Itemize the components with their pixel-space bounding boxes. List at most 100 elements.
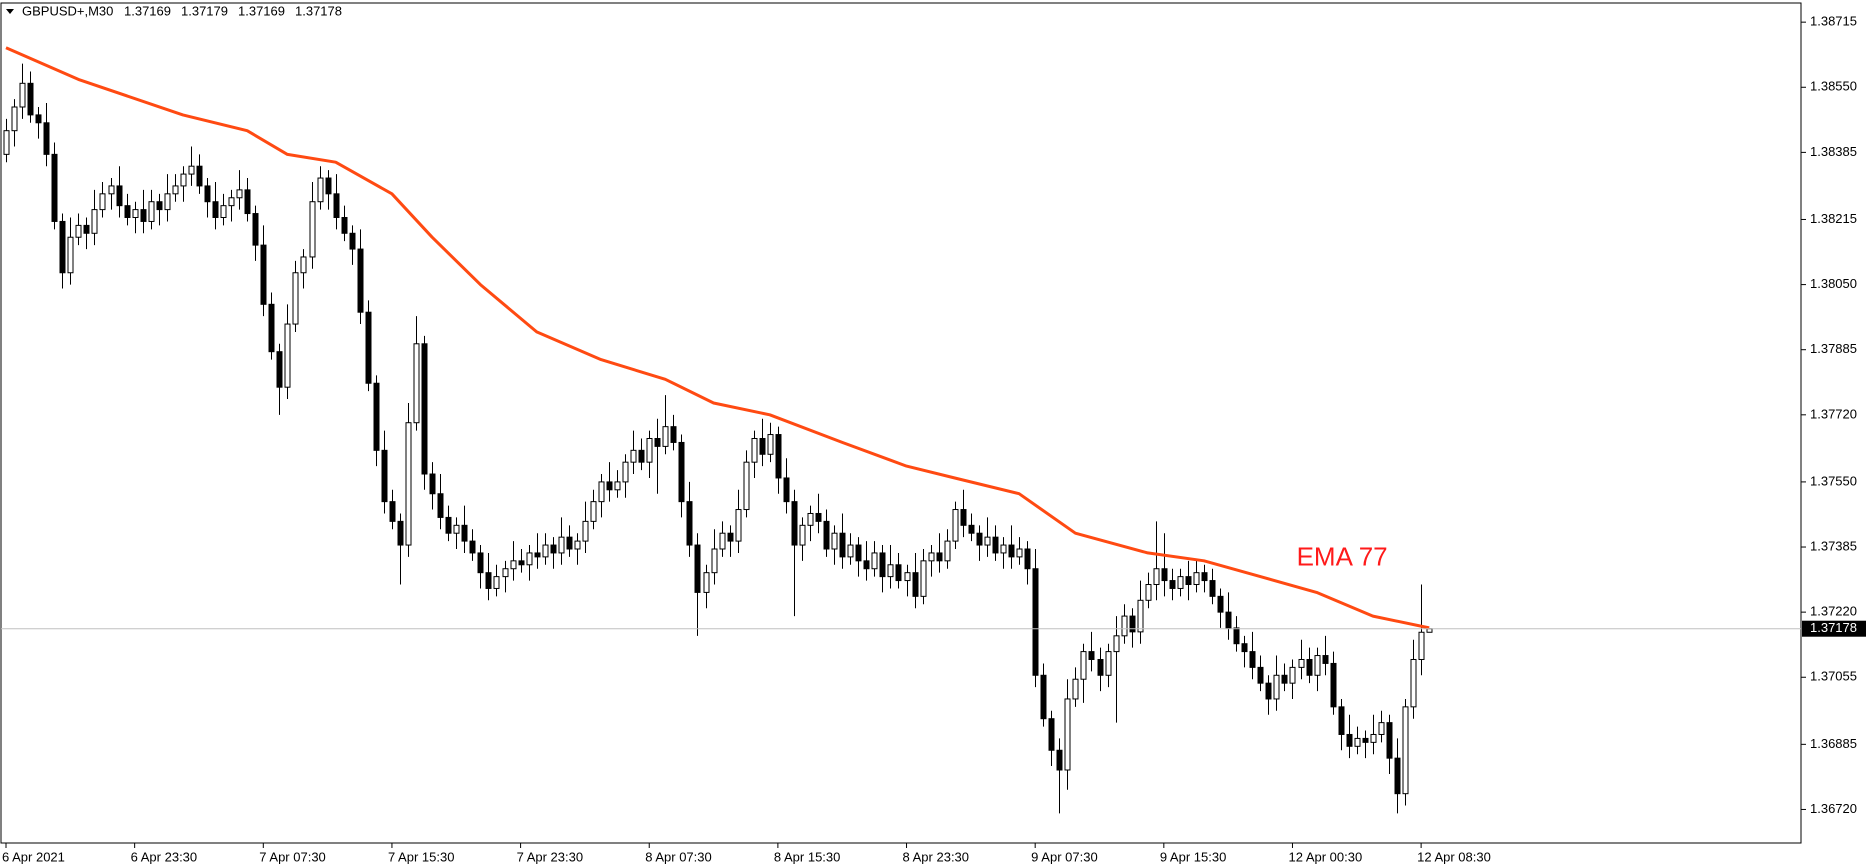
candle-body <box>534 552 541 558</box>
candle-body <box>453 524 460 534</box>
y-tick-label: 1.38215 <box>1810 211 1857 226</box>
candle-body <box>1088 651 1095 660</box>
candle-body <box>1080 651 1087 680</box>
candle-body <box>791 501 798 546</box>
candle-body <box>1040 674 1047 720</box>
candle-body <box>920 560 927 597</box>
x-tick-label: 9 Apr 07:30 <box>1031 849 1098 864</box>
candle-body <box>349 232 356 250</box>
candle-body <box>91 209 98 234</box>
x-tick-label: 6 Apr 23:30 <box>131 849 198 864</box>
candle-body <box>252 213 259 246</box>
y-tick-label: 1.36720 <box>1810 801 1857 816</box>
x-tick-label: 12 Apr 00:30 <box>1288 849 1362 864</box>
candle-body <box>614 481 621 491</box>
candle-body <box>1000 544 1007 554</box>
candle-body <box>333 193 340 218</box>
candle-body <box>863 560 870 570</box>
plot-frame <box>0 2 1802 844</box>
candle-body <box>1185 576 1192 586</box>
candle-body <box>542 544 549 558</box>
candle-body <box>1314 655 1321 676</box>
y-tick-label: 1.38050 <box>1810 276 1857 291</box>
candle-body <box>11 106 18 132</box>
candle-body <box>1298 658 1305 668</box>
candle-body <box>727 532 734 542</box>
candle-body <box>1209 580 1216 597</box>
dropdown-icon[interactable] <box>6 9 14 14</box>
candle-body <box>799 524 806 546</box>
candle-body <box>711 548 718 574</box>
candle-body <box>960 509 967 526</box>
candle-body <box>493 576 500 589</box>
candle-body <box>1137 599 1144 633</box>
current-price-label: 1.37178 <box>1810 620 1857 635</box>
candle-body <box>1024 548 1031 570</box>
candle-body <box>1241 643 1248 653</box>
candle-body <box>212 201 219 218</box>
candle-body <box>1008 544 1015 558</box>
candle-body <box>1129 615 1136 633</box>
candle-body <box>735 509 742 542</box>
candle-body <box>928 552 935 562</box>
candle-body <box>855 544 862 562</box>
candle-body <box>968 524 975 534</box>
candle-body <box>1306 658 1313 676</box>
candle-body <box>984 536 991 546</box>
candle-body <box>357 248 364 313</box>
candle-body <box>1273 674 1280 700</box>
candle-body <box>164 193 171 211</box>
candle-body <box>413 343 420 424</box>
candle-body <box>228 197 235 207</box>
x-tick-label: 9 Apr 15:30 <box>1160 849 1227 864</box>
candle-body <box>124 205 131 218</box>
candle-body <box>3 130 10 155</box>
candle-body <box>99 193 106 211</box>
candle-body <box>1354 737 1361 747</box>
candle-body <box>1378 722 1385 735</box>
candle-body <box>1064 698 1071 771</box>
candle-body <box>526 552 533 566</box>
candle-body <box>1370 733 1377 743</box>
candle-body <box>1217 595 1224 613</box>
candle-body <box>276 351 283 388</box>
candle-body <box>944 540 951 562</box>
header-ohlc: 1.37169 <box>238 3 285 18</box>
candle-body <box>1233 627 1240 645</box>
y-tick-label: 1.37055 <box>1810 669 1857 684</box>
candle-body <box>236 189 243 199</box>
candle-body <box>1145 584 1152 601</box>
candle-body <box>1072 678 1079 700</box>
candle-body <box>606 481 613 491</box>
candle-body <box>622 461 629 483</box>
candle-body <box>743 461 750 511</box>
candle-body <box>172 185 179 195</box>
x-tick-label: 8 Apr 23:30 <box>903 849 970 864</box>
candle-body <box>132 209 139 218</box>
candle-body <box>807 512 814 526</box>
current-price-box <box>1802 620 1866 637</box>
candle-body <box>108 185 115 195</box>
candle-body <box>1225 611 1232 629</box>
header-ohlc: 1.37179 <box>181 3 228 18</box>
candle-body <box>1330 662 1337 708</box>
candle-body <box>879 552 886 578</box>
x-tick-label: 8 Apr 07:30 <box>645 849 712 864</box>
candle-body <box>204 185 211 203</box>
candle-body <box>140 209 147 222</box>
candle-body <box>502 568 509 578</box>
candle-body <box>341 216 348 234</box>
candle-body <box>1169 580 1176 589</box>
candle-body <box>1338 706 1345 735</box>
y-tick-label: 1.37220 <box>1810 604 1857 619</box>
candle-body <box>574 540 581 550</box>
candle-body <box>895 564 902 582</box>
candle-body <box>83 224 90 234</box>
candle-body <box>1056 749 1063 771</box>
symbol: GBPUSD+,M30 <box>22 3 113 18</box>
candle-body <box>1097 658 1104 676</box>
candle-body <box>220 205 227 218</box>
candle-body <box>703 572 710 593</box>
candle-body <box>292 272 299 325</box>
